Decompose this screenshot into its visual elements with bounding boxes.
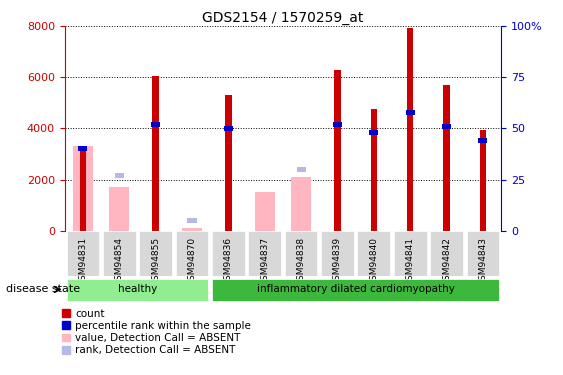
Bar <box>182 228 202 231</box>
Bar <box>78 146 87 152</box>
Bar <box>115 173 124 178</box>
Bar <box>254 192 275 231</box>
Bar <box>443 85 450 231</box>
Bar <box>291 177 311 231</box>
Bar <box>370 109 377 231</box>
Title: GDS2154 / 1570259_at: GDS2154 / 1570259_at <box>202 11 364 25</box>
FancyBboxPatch shape <box>358 231 390 276</box>
FancyBboxPatch shape <box>212 231 245 276</box>
FancyBboxPatch shape <box>66 279 208 301</box>
Bar <box>109 187 129 231</box>
FancyBboxPatch shape <box>139 231 172 276</box>
Bar <box>73 146 93 231</box>
FancyBboxPatch shape <box>103 231 136 276</box>
Bar <box>79 146 86 231</box>
Bar <box>224 126 233 131</box>
FancyBboxPatch shape <box>66 231 99 276</box>
FancyBboxPatch shape <box>394 231 427 276</box>
FancyBboxPatch shape <box>321 231 354 276</box>
Text: GSM94837: GSM94837 <box>260 237 269 286</box>
Text: GSM94854: GSM94854 <box>115 237 124 286</box>
Bar <box>151 122 160 127</box>
FancyBboxPatch shape <box>467 231 499 276</box>
Text: GSM94840: GSM94840 <box>369 237 378 286</box>
Bar <box>334 70 341 231</box>
Text: GSM94842: GSM94842 <box>442 237 451 286</box>
FancyBboxPatch shape <box>285 231 318 276</box>
Bar <box>407 27 413 231</box>
Bar <box>480 130 486 231</box>
Text: GSM94839: GSM94839 <box>333 237 342 286</box>
Text: GSM94836: GSM94836 <box>224 237 233 286</box>
Bar <box>333 122 342 127</box>
FancyBboxPatch shape <box>248 231 281 276</box>
FancyBboxPatch shape <box>176 231 208 276</box>
Text: GSM94838: GSM94838 <box>297 237 306 286</box>
Text: GSM94843: GSM94843 <box>479 237 488 286</box>
Bar <box>442 124 451 129</box>
Bar <box>297 167 306 172</box>
Bar <box>187 218 196 223</box>
Text: GSM94870: GSM94870 <box>187 237 196 286</box>
Text: GSM94855: GSM94855 <box>151 237 160 286</box>
Bar <box>153 76 159 231</box>
Legend: count, percentile rank within the sample, value, Detection Call = ABSENT, rank, : count, percentile rank within the sample… <box>61 309 251 355</box>
Text: inflammatory dilated cardiomyopathy: inflammatory dilated cardiomyopathy <box>257 284 454 294</box>
Text: disease state: disease state <box>6 285 80 294</box>
Bar <box>369 130 378 135</box>
Text: GSM94841: GSM94841 <box>406 237 415 286</box>
FancyBboxPatch shape <box>212 279 499 301</box>
Bar <box>405 110 415 115</box>
Text: GSM94831: GSM94831 <box>78 237 87 286</box>
Bar <box>225 95 231 231</box>
FancyBboxPatch shape <box>430 231 463 276</box>
Text: healthy: healthy <box>118 284 157 294</box>
Bar <box>479 138 488 143</box>
